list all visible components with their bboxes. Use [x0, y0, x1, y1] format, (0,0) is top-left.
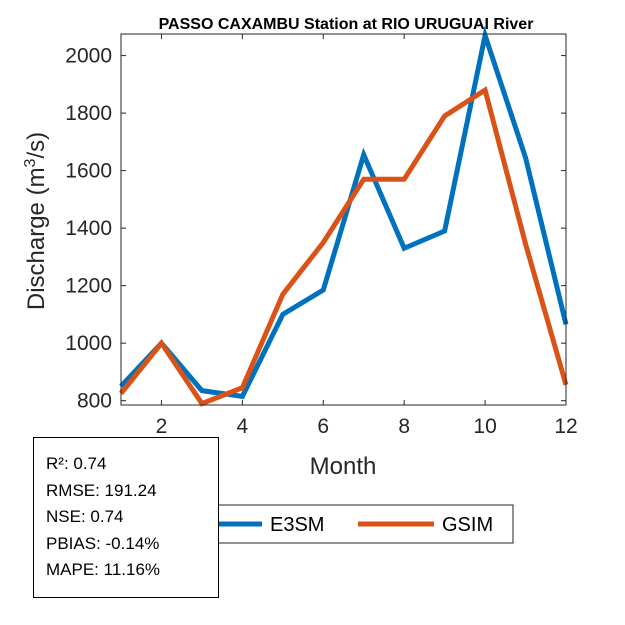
series-line-gsim [119, 86, 569, 407]
x-tick-label: 6 [317, 415, 329, 438]
stat-pbias: PBIAS: -0.14% [46, 533, 160, 553]
y-tick-label: 1400 [65, 217, 112, 240]
x-tick-label: 12 [554, 415, 577, 438]
x-tick-label: 4 [237, 415, 249, 438]
legend: E3SM GSIM [195, 504, 514, 544]
stat-r2: R²: 0.74 [46, 454, 107, 473]
series-line-e3sm [119, 25, 569, 400]
y-tick-label: 2000 [65, 45, 112, 68]
x-tick-label: 8 [398, 415, 410, 438]
x-tick-label: 2 [156, 415, 168, 438]
y-tick-label: 800 [77, 390, 112, 413]
y-tick-label: 1200 [65, 275, 112, 298]
stat-rmse: RMSE: 191.24 [46, 480, 157, 500]
y-tick-label: 1800 [65, 102, 112, 125]
stats-box: R²: 0.74 RMSE: 191.24 NSE: 0.74 PBIAS: -… [33, 437, 219, 598]
stat-nse: NSE: 0.74 [46, 507, 124, 526]
y-tick-label: 1000 [65, 332, 112, 355]
chart-title: PASSO CAXAMBU Station at RIO URUGUAI Riv… [159, 16, 534, 33]
legend-label-e3sm: E3SM [270, 514, 324, 536]
plot-area: 2 4 6 8 10 12 800 1000 1200 1400 1600 1800 2000 [65, 25, 578, 438]
x-axis-label: Month [310, 453, 377, 480]
axes-box [120, 33, 567, 406]
y-axis-label: Discharge (m3/s) [22, 132, 50, 310]
y-tick-label: 1600 [65, 160, 112, 183]
stat-mape: MAPE: 11.16% [46, 560, 161, 579]
x-tick-label: 10 [473, 415, 496, 438]
legend-label-gsim: GSIM [442, 514, 493, 536]
